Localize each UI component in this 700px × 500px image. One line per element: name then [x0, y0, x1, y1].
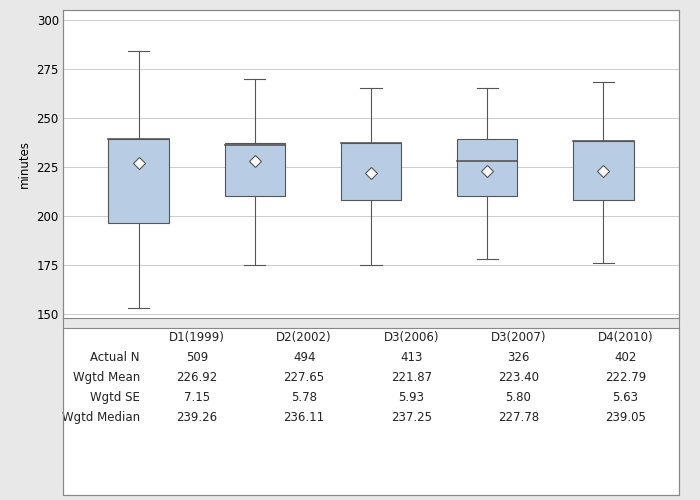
Text: D3(2007): D3(2007): [491, 331, 546, 344]
Text: 402: 402: [615, 351, 636, 364]
Text: 5.78: 5.78: [291, 391, 317, 404]
Text: D2(2002): D2(2002): [276, 331, 332, 344]
Text: Wgtd SE: Wgtd SE: [90, 391, 140, 404]
Text: 5.93: 5.93: [398, 391, 424, 404]
Text: 239.26: 239.26: [176, 411, 218, 424]
Text: 222.79: 222.79: [605, 371, 646, 384]
Text: D4(2010): D4(2010): [598, 331, 653, 344]
Text: 236.11: 236.11: [284, 411, 325, 424]
Text: 227.78: 227.78: [498, 411, 539, 424]
Text: 223.40: 223.40: [498, 371, 539, 384]
FancyBboxPatch shape: [573, 141, 634, 200]
FancyBboxPatch shape: [457, 140, 517, 196]
Text: 5.80: 5.80: [505, 391, 531, 404]
Y-axis label: minutes: minutes: [18, 140, 31, 188]
Text: 326: 326: [508, 351, 529, 364]
Text: 413: 413: [400, 351, 422, 364]
Text: Wgtd Median: Wgtd Median: [62, 411, 140, 424]
Text: 7.15: 7.15: [184, 391, 210, 404]
Text: 5.63: 5.63: [612, 391, 638, 404]
Text: D3(2006): D3(2006): [384, 331, 439, 344]
Text: 227.65: 227.65: [284, 371, 325, 384]
Text: Wgtd Mean: Wgtd Mean: [73, 371, 140, 384]
Text: 221.87: 221.87: [391, 371, 432, 384]
Text: 494: 494: [293, 351, 316, 364]
Text: 237.25: 237.25: [391, 411, 432, 424]
Text: D1(1999): D1(1999): [169, 331, 225, 344]
Text: 509: 509: [186, 351, 208, 364]
Text: 226.92: 226.92: [176, 371, 218, 384]
Text: 239.05: 239.05: [605, 411, 646, 424]
Text: Actual N: Actual N: [90, 351, 140, 364]
FancyBboxPatch shape: [225, 143, 285, 196]
FancyBboxPatch shape: [341, 143, 401, 200]
FancyBboxPatch shape: [108, 140, 169, 224]
